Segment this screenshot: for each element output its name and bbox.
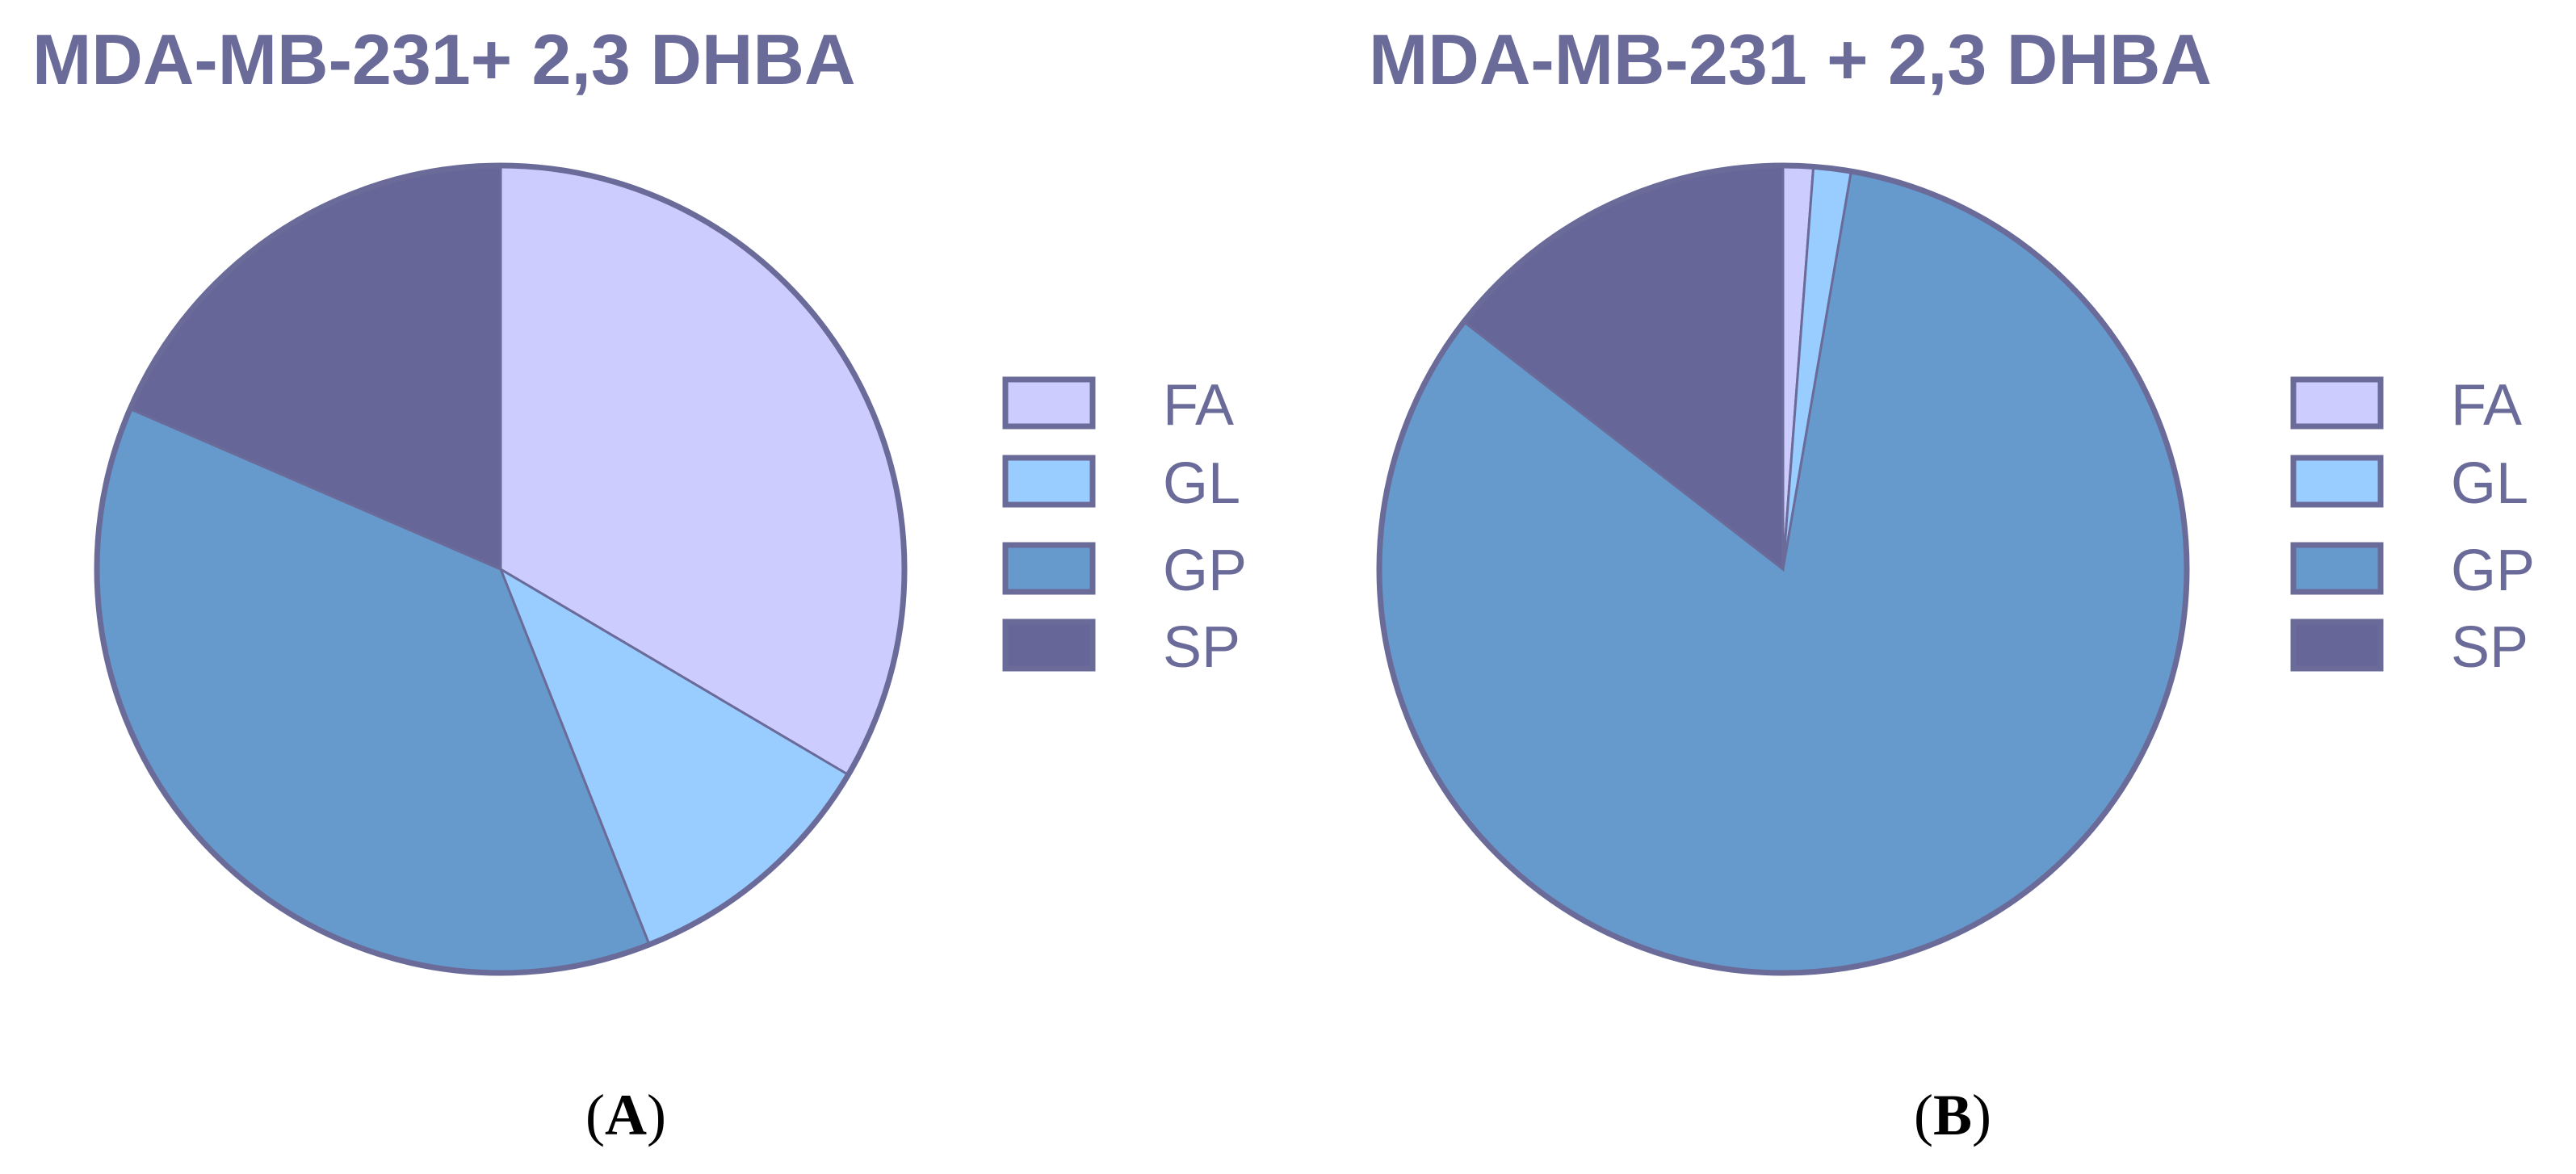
legend-label-sp: SP	[1163, 615, 1240, 680]
legend-swatch-fa	[1002, 376, 1096, 430]
legend-label-gp: GP	[1163, 539, 1247, 603]
legend-swatch-gl	[2290, 455, 2384, 508]
panel-label-letter: A	[604, 1083, 647, 1147]
pie-chart-b: FA GL GP SP	[1376, 162, 2535, 976]
pie-outline	[94, 162, 908, 976]
legend-swatch-gl	[1002, 455, 1096, 508]
legend-label-fa: FA	[1163, 373, 1234, 438]
pie-chart-a: FA GL GP SP	[94, 162, 1247, 976]
legend-label-sp: SP	[2451, 615, 2528, 680]
legend-swatch-gp	[2290, 542, 2384, 595]
panel-label-letter: B	[1932, 1083, 1973, 1147]
legend-label-gl: GL	[2451, 451, 2528, 516]
pie-outline	[1376, 162, 2190, 976]
panel-label: (B)	[1914, 1083, 1991, 1147]
chart-title: MDA-MB-231 + 2,3 DHBA	[1369, 19, 2212, 99]
legend-label-fa: FA	[2451, 373, 2522, 438]
legend-swatch-gp	[1002, 542, 1096, 595]
legend-swatch-sp	[2290, 618, 2384, 672]
chart-title: MDA-MB-231+ 2,3 DHBA	[32, 19, 856, 99]
chart-panel-b: MDA-MB-231 + 2,3 DHBA FA GL GP SP (B)	[1288, 0, 2576, 1174]
panel-label: (A)	[585, 1083, 666, 1147]
legend-swatch-fa	[2290, 376, 2384, 430]
legend-label-gp: GP	[2451, 539, 2535, 603]
chart-panel-a: MDA-MB-231+ 2,3 DHBA FA GL GP SP (A)	[32, 19, 1247, 1147]
legend-label-gl: GL	[1163, 451, 1240, 516]
legend-swatch-sp	[1002, 618, 1096, 672]
